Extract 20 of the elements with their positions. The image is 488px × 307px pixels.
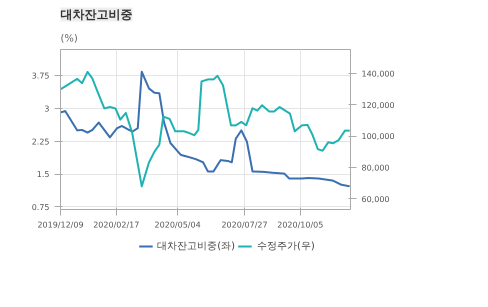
x-tick-label: 2020/02/17: [93, 220, 140, 230]
legend-label: 대차잔고비중(좌): [157, 240, 235, 253]
y-tick-label: 2.25: [32, 137, 50, 146]
y-tick-label: 3.75: [32, 72, 50, 81]
x-tick-label: 2019/12/09: [37, 220, 84, 230]
y2-tick-label: 80,000: [362, 164, 390, 172]
y2-tick-label: 120,000: [362, 100, 395, 110]
y-axis-title: (%): [60, 34, 78, 44]
y-tick-label: 0.75: [32, 202, 50, 212]
x-tick-label: 2020/07/27: [221, 220, 268, 230]
legend-label: 수정주가(우): [257, 240, 315, 253]
chart-title: 대차잔고비중: [60, 8, 132, 22]
y2-tick-label: 140,000: [362, 69, 395, 78]
y-tick-label: 1.5: [36, 170, 50, 180]
x-tick-label: 2020/05/04: [154, 220, 201, 230]
line-series: [60, 70, 350, 188]
y2-tick-label: 100,000: [362, 132, 395, 142]
y-tick-label: 3: [44, 104, 50, 114]
x-tick-label: 2020/10/05: [277, 220, 324, 230]
y2-tick-label: 60,000: [362, 194, 390, 204]
